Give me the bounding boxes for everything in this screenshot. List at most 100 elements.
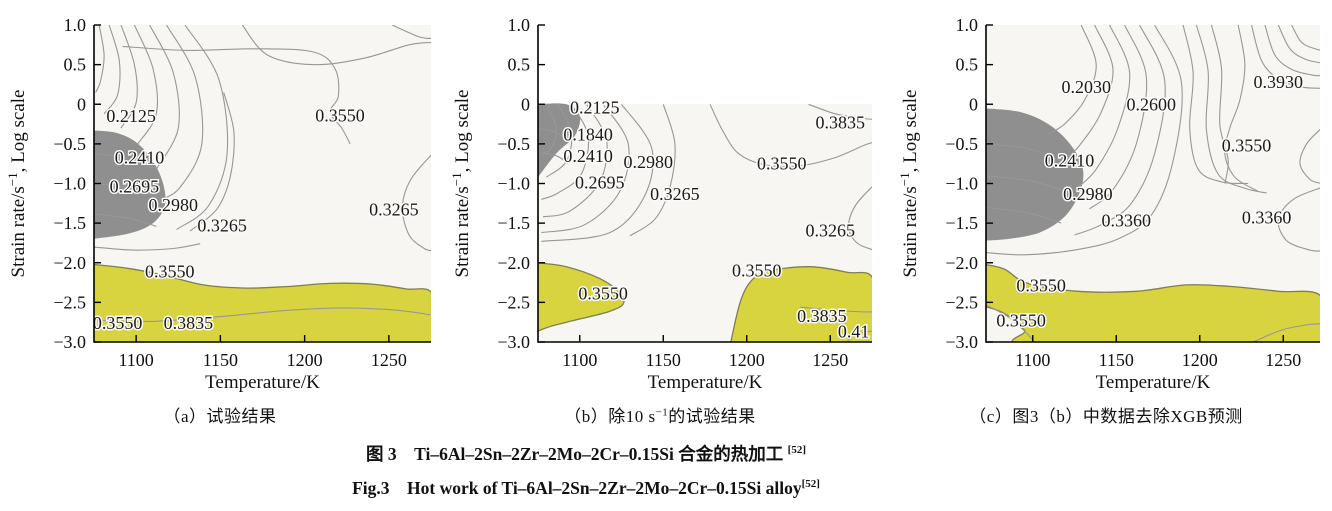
x-tick-label: 1200: [1182, 350, 1218, 370]
contour-line: [541, 103, 630, 234]
contour-line: [391, 25, 431, 39]
instability-domain: [986, 108, 1084, 241]
contour-line: [542, 104, 608, 218]
contour-label: 0.2125: [570, 97, 620, 117]
y-tick-label: −0.5: [53, 134, 86, 154]
y-tick-label: −2.5: [497, 292, 530, 312]
panel-b-caption-sup: −1: [655, 406, 669, 419]
contour-line: [545, 104, 573, 178]
y-tick-label: 0.5: [64, 55, 87, 75]
y-tick-label: −3.0: [53, 332, 86, 352]
contour-label: 0.3265: [369, 200, 419, 220]
contour-line: [176, 25, 229, 230]
instability-domain: [94, 130, 166, 239]
contour-label: 0.3550: [1222, 136, 1272, 156]
contour-label: 0.3550: [578, 284, 628, 304]
x-tick-label: 1150: [646, 350, 681, 370]
contour-line: [189, 92, 235, 232]
contour-line: [94, 153, 154, 169]
y-tick-label: −1.0: [497, 174, 530, 194]
y-tick-label: −2.0: [945, 253, 978, 273]
contour-label: 0.41: [838, 322, 870, 342]
contour-line: [1064, 25, 1114, 161]
contour-line: [1277, 25, 1320, 64]
x-tick-label: 1100: [562, 350, 597, 370]
contour-plot-c: 0.2030 0.2600 0.3930 0.3550 0.2410 0.2980 0.33…: [897, 15, 1320, 393]
axes: 1.0 0.5 0 −0.5 −1.0 −1.5 −2.0 −2.5 −3.0 1100 1150 1…: [897, 15, 1320, 393]
contour-line: [1264, 25, 1320, 77]
contour-label: 0.3265: [806, 220, 856, 240]
contour-line: [401, 154, 431, 252]
x-tick-label: 1250: [371, 350, 407, 370]
contour-line: [846, 330, 872, 342]
contour-line: [541, 103, 654, 242]
x-tick-label: 1200: [729, 350, 765, 370]
contour-line: [986, 206, 1062, 224]
contour-label: 0.3835: [816, 113, 866, 133]
panel-b: 0.2125 0.1840 0.2410 0.2980 0.2695 0.3265 0.38…: [440, 0, 880, 427]
contour-line: [133, 25, 158, 145]
y-tick-label: 1.0: [956, 15, 979, 35]
figure-caption-en: Fig.3 Hot work of Ti–6Al–2Sn–2Zr–2Mo–2Cr…: [0, 475, 1332, 500]
figure-caption-zh-text: 图 3 Ti–6Al–2Sn–2Zr–2Mo–2Cr–0.15Si 合金的热加工: [366, 444, 788, 464]
instability-domain: [538, 103, 581, 178]
contour-line: [1182, 25, 1249, 185]
contour-line: [95, 25, 105, 93]
y-tick-label: −0.5: [497, 134, 530, 154]
y-tick-label: 1.0: [508, 15, 531, 35]
contour-line: [709, 104, 872, 168]
panel-b-caption: （b）除10 s−1的试验结果: [440, 402, 880, 427]
contour-line: [986, 25, 1183, 256]
contour-label: 0.3550: [1016, 276, 1066, 296]
y-tick-label: −2.0: [53, 253, 86, 273]
y-tick-label: 0: [521, 94, 530, 114]
panel-b-caption-text: （b）除10 s: [564, 407, 656, 426]
contour-label: 0.1840: [563, 124, 613, 144]
contour-line: [629, 104, 676, 237]
contour-label: 0.3265: [650, 184, 700, 204]
x-tick-label: 1250: [812, 350, 848, 370]
y-axis-label: Strain rate/s−1, Log scale: [449, 90, 473, 278]
contour-line: [1047, 25, 1097, 135]
contour-line: [149, 25, 180, 170]
contour-label: 0.3550: [145, 262, 195, 282]
contour-line: [103, 25, 121, 115]
x-tick-label: 1150: [1099, 350, 1134, 370]
contour-line: [94, 307, 431, 323]
contour-label: 0.3550: [757, 154, 807, 174]
panel-a: 0.2125 0.2410 0.2695 0.2980 0.3265 0.3550 0.32…: [0, 0, 440, 427]
figure-caption-zh-ref: [52]: [787, 444, 806, 457]
y-tick-label: −0.5: [945, 134, 978, 154]
contour-label: 0.2030: [1061, 77, 1111, 97]
panel-c: 0.2030 0.2600 0.3930 0.3550 0.2410 0.2980 0.33…: [880, 0, 1332, 427]
contour-line: [94, 243, 201, 251]
y-tick-label: −3.0: [945, 332, 978, 352]
figure-caption-en-text: Fig.3 Hot work of Ti–6Al–2Sn–2Zr–2Mo–2Cr…: [352, 478, 802, 498]
y-tick-label: −2.5: [945, 292, 978, 312]
y-tick-label: −2.5: [53, 292, 86, 312]
panel-c-caption: （c）图3（b）中数据去除XGB预测: [880, 402, 1332, 427]
contour-label: 0.3265: [197, 216, 247, 236]
contour-line: [541, 104, 590, 200]
y-tick-label: 0: [77, 94, 86, 114]
contour-line: [1210, 25, 1229, 184]
axes: 1.0 0.5 0 −0.5 −1.0 −1.5 −2.0 −2.5 −3.0 1100 1150 1…: [5, 15, 431, 393]
contour-label: 0.2980: [148, 195, 198, 215]
contour-label: 0.2410: [1045, 151, 1095, 171]
contour-label: 0.3550: [315, 105, 365, 125]
x-tick-label: 1100: [1015, 350, 1050, 370]
contour-label: 0.3360: [1102, 211, 1152, 231]
y-axis-label: Strain rate/s−1, Log scale: [5, 90, 29, 278]
contour-label: 0.2125: [106, 106, 156, 126]
axes: 1.0 0.5 0 −0.5 −1.0 −1.5 −2.0 −2.5 −3.0 1100 1150 1…: [449, 15, 872, 393]
plot-area: 0.21250.24100.26950.29800.32650.35500.32…: [94, 25, 431, 342]
safe-domain: [94, 263, 431, 342]
contour-label: 0.2600: [1127, 94, 1177, 114]
y-tick-label: −1.5: [945, 213, 978, 233]
x-axis-label: Temperature/K: [1096, 372, 1211, 393]
contour-line: [122, 45, 351, 145]
x-axis-label: Temperature/K: [648, 372, 763, 393]
